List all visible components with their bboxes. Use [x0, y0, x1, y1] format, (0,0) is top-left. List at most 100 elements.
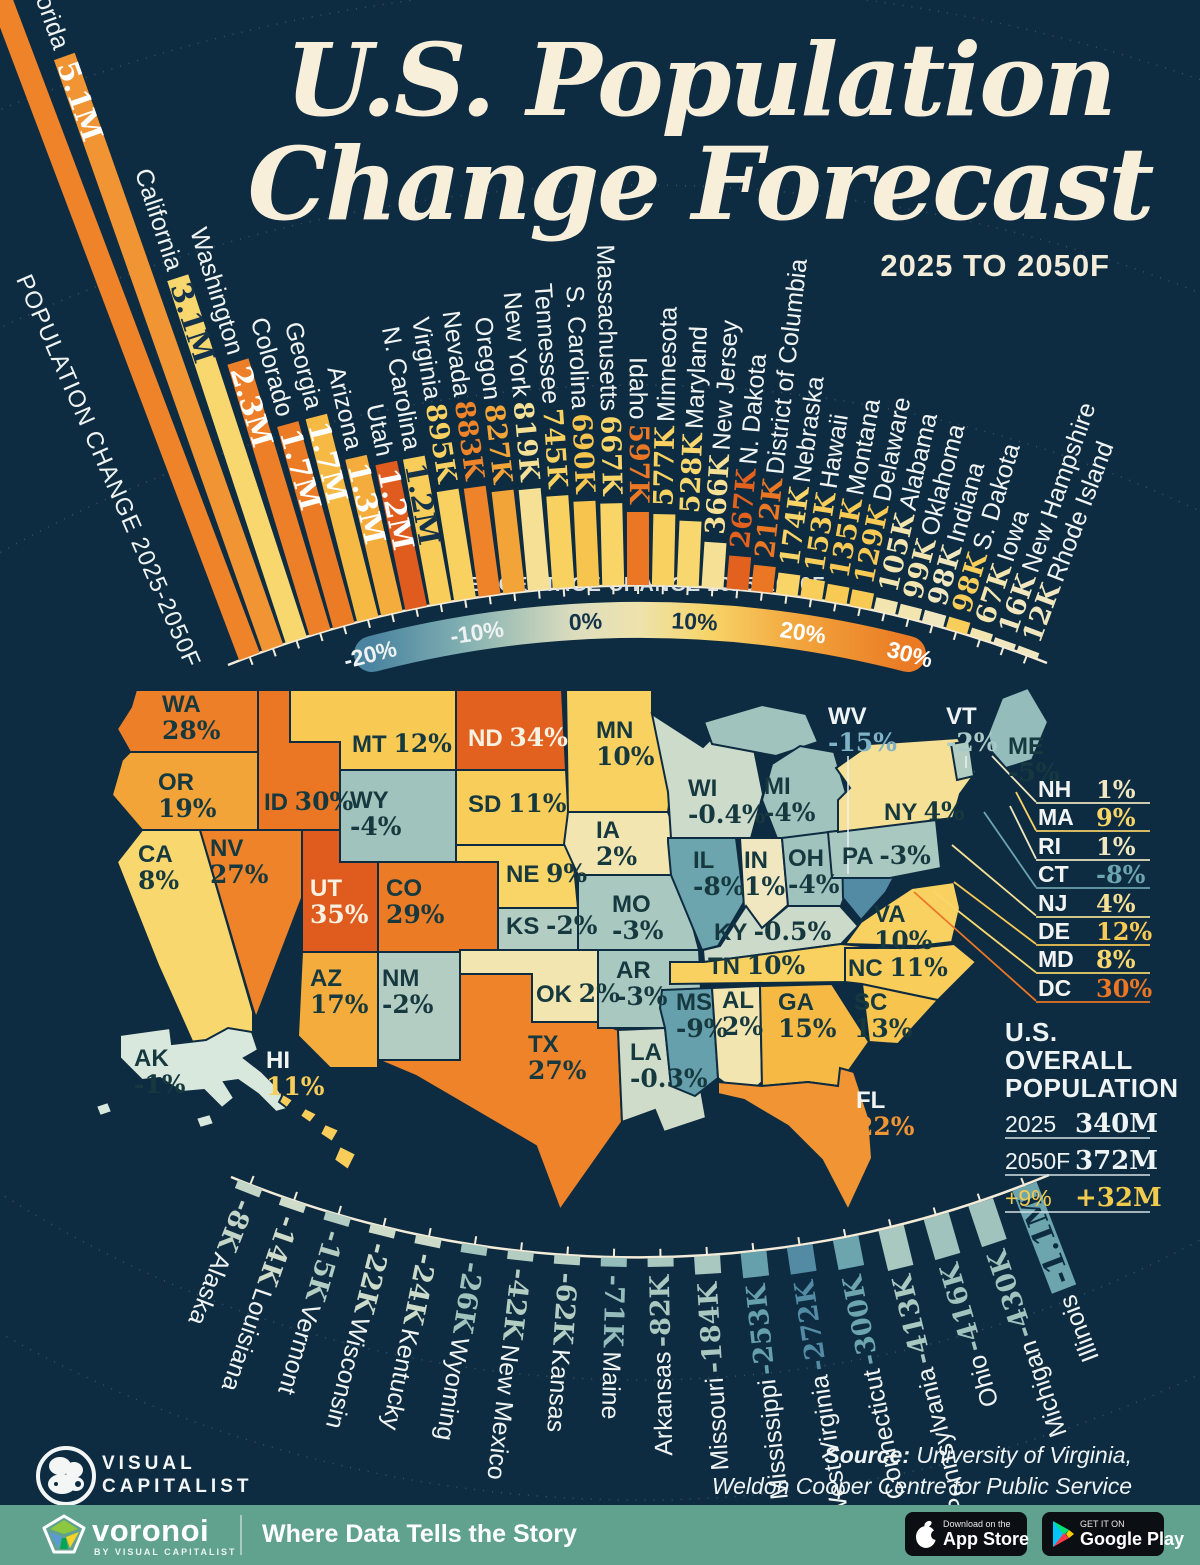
fan-base-tick [659, 1248, 662, 1258]
map-label-code-hi: HI [266, 1047, 290, 1074]
map-label-code-co: CO [386, 875, 422, 902]
map-label-code-tx: TX [528, 1031, 559, 1058]
map-label-code-wv: WV [828, 703, 867, 730]
state-shape-ak [119, 1026, 292, 1114]
state-shape-hi [277, 1092, 295, 1110]
map-label-value-la: -0.3% [630, 1064, 708, 1093]
map-label-value-az: 17% [310, 990, 369, 1019]
east-list-rule [1036, 972, 1150, 975]
state-shape-ak [94, 1100, 114, 1118]
map-label-code-al: AL [722, 987, 754, 1014]
fan-base-tick [661, 585, 665, 595]
state-shape-mi [702, 703, 820, 758]
fan-bar [701, 541, 727, 589]
map-label-code-ca: CA [138, 841, 173, 868]
voronoi-logo-subtext: BY VISUAL CAPITALIST [94, 1547, 237, 1557]
overall-row: 2050F 372M [1005, 1146, 1159, 1176]
map-label-value-ga: 15% [778, 1014, 837, 1043]
state-shape-ak [194, 1112, 216, 1130]
map-label-value-mo: -3% [612, 916, 664, 945]
footer-tagline: Where Data Tells the Story [262, 1520, 577, 1548]
map-label-nd: ND 34% [468, 723, 568, 752]
page-title: U.S. Population Change Forecast [247, 21, 1155, 243]
map-label-code-mo: MO [612, 891, 651, 918]
callout-line [1009, 805, 1037, 860]
map-label-value-co: 29% [386, 900, 445, 929]
fan-bar [786, 1244, 817, 1275]
legend-tick: 0% [568, 608, 603, 636]
callout-line [933, 891, 1037, 974]
app-store-badge[interactable]: Download on the App Store [905, 1512, 1029, 1556]
map-label-code-wa: WA [162, 691, 201, 718]
east-list-value: 8% [1096, 945, 1136, 975]
map-label-code-or: OR [158, 769, 194, 796]
fan-bar [800, 578, 825, 601]
east-list-rule [1036, 858, 1150, 861]
fan-bar [626, 511, 650, 586]
fan-base-tick [562, 587, 566, 597]
map-label-value-wv: -15% [828, 728, 897, 757]
map-label-tn: TN 10% [708, 951, 805, 980]
fan-bar [600, 1257, 627, 1267]
map-label-value-ms: -9% [676, 1014, 728, 1043]
east-list-code: RI [1038, 832, 1061, 859]
map-label-value-oh: -4% [788, 870, 840, 899]
fan-bar [726, 555, 752, 591]
fan-base-tick [705, 1246, 709, 1256]
map-label-value-fl: 22% [856, 1112, 915, 1141]
fan-bar [832, 1235, 865, 1270]
map-label-code-wi: WI [688, 775, 717, 802]
map-label-id: ID 30% [264, 787, 353, 816]
apple-icon [916, 1520, 939, 1548]
fan-base-tick [612, 1248, 616, 1258]
overall-population-panel: U.S. OVERALL POPULATION 2025 340M 2050F 372M… [1005, 1017, 1179, 1213]
map-label-value-nv: 27% [210, 860, 269, 889]
map-label-value-vt: -2% [946, 728, 998, 757]
map-label-code-ga: GA [778, 989, 814, 1016]
state-shape-nc [844, 942, 978, 1002]
callout-line [983, 811, 1037, 888]
map-label-pa: PA -3% [842, 841, 931, 870]
map-label-code-sc: SC [854, 989, 887, 1016]
google-play-icon [1053, 1521, 1074, 1547]
fan-bar [751, 564, 776, 593]
east-list-row-nj: NJ 4% [1036, 889, 1150, 918]
visual-capitalist-logo-text: VISUAL CAPITALIST [102, 1453, 253, 1497]
state-shape-tx [377, 973, 624, 1213]
map-label-code-wy: WY [350, 787, 389, 814]
state-shape-hi [318, 1122, 341, 1144]
state-shape-me [986, 686, 1050, 770]
map-label-code-mi: MI [764, 773, 791, 800]
map-label-code-nm: NM [382, 965, 419, 992]
map-label-value-wy: -4% [350, 812, 402, 841]
east-list-code: MD [1038, 946, 1074, 973]
map-label-value-in: 1% [744, 872, 785, 901]
overall-title: U.S. OVERALL POPULATION [1005, 1017, 1179, 1103]
map-label-value-nm: -2% [382, 990, 434, 1019]
map-label-value-ca: 8% [138, 866, 179, 895]
east-list-row-md: MD 8% [1036, 945, 1150, 975]
google-play-badge[interactable]: GET IT ON Google Play [1042, 1512, 1184, 1556]
footer-bar: voronoi BY VISUAL CAPITALIST Where Data … [0, 1505, 1200, 1565]
voronoi-logo-icon [42, 1514, 86, 1554]
state-shape-hi [298, 1106, 319, 1125]
east-list-code: CT [1038, 861, 1069, 888]
east-list-rule [1036, 830, 1150, 833]
voronoi-logo-text: voronoi [92, 1513, 210, 1548]
map-label-ks: KS -2% [506, 911, 598, 940]
east-list-row-ri: RI 1% [1036, 832, 1150, 861]
fan-bar [740, 1250, 770, 1279]
map-label-value-me: -5% [1008, 758, 1060, 787]
east-list-value: 9% [1096, 803, 1136, 833]
map-label-value-ar: -3% [616, 982, 668, 1011]
callout-line [951, 844, 1037, 917]
map-label-ky: KY -0.5% [714, 917, 831, 946]
fan-base-tick [611, 585, 615, 595]
legend-gradient-band [354, 601, 926, 672]
map-label-code-me: ME [1008, 733, 1044, 760]
page-subtitle: 2025 TO 2050F [880, 248, 1110, 283]
east-list-code: NH [1038, 776, 1072, 802]
fan-bar [600, 503, 625, 586]
map-label-code-in: IN [744, 847, 768, 874]
